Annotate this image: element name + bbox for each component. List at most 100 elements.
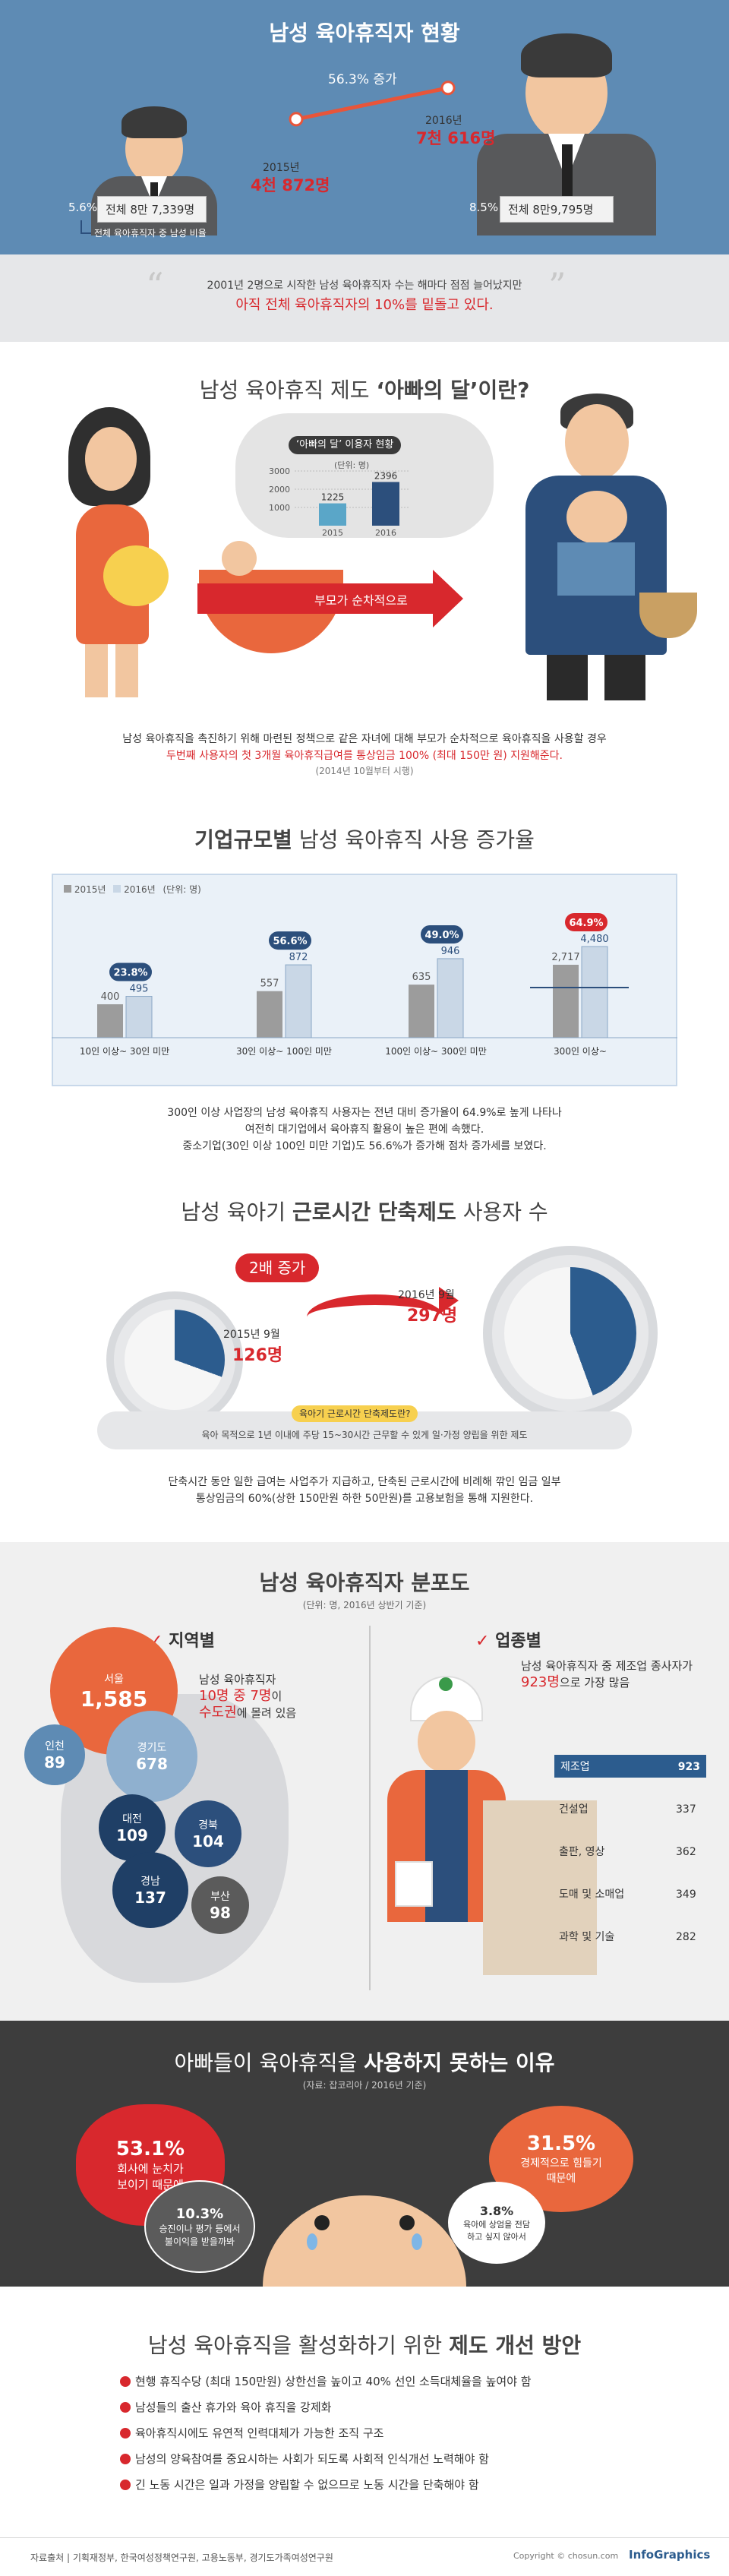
cs-category-label: 30인 이상~ 100인 미만 [236,1046,332,1057]
region-note: 남성 육아휴직자 10명 중 7명이 수도권에 몰려 있음 [199,1671,296,1721]
check-icon-5 [120,2480,131,2490]
y2015-sep-label: 2015년 9월 [223,1329,280,1341]
cs-growth-label: 23.8% [113,968,147,979]
point-2016 [440,81,456,96]
tear-icon [307,2233,317,2250]
sequential-arrow [197,583,433,614]
cs-bar-2015 [553,965,579,1038]
check-icon-industry: ✓ [475,1632,490,1651]
cs-bar-2016 [437,958,464,1038]
brand-logo: InfoGraphics [629,2548,711,2562]
check-icon-3 [120,2428,131,2439]
dm-category-label: 2015 [322,528,343,538]
region-bubble: 경남 137 [112,1852,188,1928]
region-value: 109 [116,1826,148,1844]
region-note-line2-tail: 이 [271,1689,282,1703]
reason-4-text2: 하고 싶지 않아서 [467,2231,526,2242]
ind-value-label: 362 [676,1846,696,1858]
region-bubble: 인천 89 [24,1724,85,1785]
divider [369,1626,371,1990]
cs-value-2016: 4,480 [580,934,608,945]
quote-line1: 2001년 2명으로 시작한 남성 육아휴직자 수는 해마다 점점 늘어났지만 [207,280,522,292]
industry-bar-chart: 제조업 923 건설업 337 출판, 영상 362 도매 및 소매업 349 과학 및 기술 2… [554,1755,706,1943]
s2-title-prefix: 남성 육아휴직 제도 [199,378,377,403]
daddy-month-chart-card [235,413,494,538]
cs-category-label: 100인 이상~ 300인 미만 [385,1046,487,1057]
left-total-text: 전체 8만 7,339명 [106,203,195,217]
reason-2-text2: 불이익을 받을까봐 [164,2236,235,2247]
improvement-item-1: 현행 휴직수당 (최대 150만원) 상한선을 높이고 40% 선인 소득대체율… [135,2375,532,2388]
s4-title-suffix: 사용자 수 [456,1199,548,1225]
region-value: 104 [192,1832,224,1851]
cs-value-2016: 946 [441,946,460,957]
cs-value-2015: 400 [101,991,120,1003]
dm-value-label: 2396 [374,470,398,481]
region-name: 경북 [198,1819,218,1832]
reason-1-text1: 회사에 눈치가 [117,2162,184,2176]
daddy-month-bar-chart: (단위: 명) 1000 2000 3000 1225 2015 2396 2016 [269,460,410,538]
ind-value-label: 923 [678,1761,700,1773]
industry-note-highlight: 923명 [521,1674,560,1690]
y2015-label: 2015년 [263,162,300,174]
section-male-leave-status: 남성 육아휴직자 현황 56.3% 증가 2015년 4천 872명 2016년… [0,0,729,342]
s3-title-bold: 기업규모별 [194,827,292,852]
s3-desc-line2: 여전히 대기업에서 육아휴직 활용이 높은 편에 속했다. [245,1124,484,1136]
reason-4-bubble: 3.8% 육아에 상엄을 전담 하고 싶지 않아서 [448,2182,545,2264]
cs-value-2015: 557 [260,978,279,990]
cs-value-2016: 495 [130,984,149,995]
industry-note-line2-tail: 으로 가장 많음 [559,1676,630,1689]
building-shape [483,1800,597,1975]
s4-desc-line1: 단축시간 동안 일한 급여는 사업주가 지급하고, 단축된 근로시간에 비례해 … [168,1476,561,1488]
section-daddy-month: 남성 육아휴직 제도 ‘아빠의 달’이란? 부모가 순차적으로 ‘아빠의 달’ … [0,342,729,813]
cs-category-label: 300인 이상~ [554,1046,607,1057]
y2015-value: 4천 872명 [251,176,330,194]
improvement-item-5: 긴 노동 시간은 일과 가정을 양립할 수 없으므로 노동 시간을 단축해야 함 [135,2478,479,2492]
copyright: Copyright © chosun.com [513,2551,619,2561]
y2016-sep-label: 2016년 9월 [398,1289,455,1301]
cs-growth-badge [421,925,463,943]
dm-category-label: 2016 [375,528,396,538]
cs-growth-label: 49.0% [424,930,459,941]
right-total-box: 전체 8만9,795명 [500,196,614,223]
region-value: 678 [136,1755,168,1773]
company-size-bar-chart: 400 495 23.8% 10인 이상~ 30인 미만 557 872 56.6% 30인 … [52,913,677,1057]
region-name: 부산 [210,1891,230,1903]
industry-note: 남성 육아휴직자 중 제조업 종사자가 923명으로 가장 많음 [521,1658,693,1691]
quote-band: “ ” 2001년 2명으로 시작한 남성 육아휴직자 수는 해마다 점점 늘어… [0,254,729,342]
s2-desc-note: (2014년 10월부터 시행) [315,766,414,776]
region-name: 경남 [140,1876,160,1888]
region-bubble: 대전 109 [99,1794,166,1861]
tear-icon-right [412,2233,422,2250]
increase-line [295,86,449,122]
region-value: 98 [210,1904,231,1922]
region-note-line3-tail: 에 몰려 있음 [236,1706,297,1720]
definition-text: 육아 목적으로 1년 이내에 주당 15~30시간 근무할 수 있게 일·가정 … [201,1430,528,1440]
reason-2-bubble: 10.3% 승진이나 평가 등에서 불이익을 받을까봐 [144,2180,255,2273]
legend-swatch-2016 [113,885,122,893]
cs-bar-2015 [257,991,282,1038]
region-bubble: 경기도 678 [106,1711,197,1802]
quote-line2: 아직 전체 육아휴직자의 10%를 밑돌고 있다. [235,297,494,313]
ind-category-label: 도매 및 소매업 [559,1889,624,1901]
s5-title: 남성 육아휴직자 분포도 [259,1570,470,1595]
reason-4-text1: 육아에 상엄을 전담 [463,2219,530,2230]
definition-title: 육아기 근로시간 단축제도란? [292,1405,418,1422]
ind-category-label: 출판, 영상 [559,1846,605,1858]
cs-value-2016: 872 [289,952,308,963]
y2015-sep-value: 126명 [232,1346,283,1365]
cs-growth-badge [269,931,311,950]
clipboard-icon [395,1861,433,1907]
industry-note-line1: 남성 육아휴직자 중 제조업 종사자가 [521,1659,693,1673]
s7-title-bold: 제도 개선 방안 [449,2333,582,2358]
region-note-line1: 남성 육아휴직자 [199,1673,276,1686]
cs-growth-badge [109,962,152,981]
improvement-item-2: 남성들의 출산 휴가와 육아 휴직을 강제화 [135,2401,332,2414]
reason-3-pct: 31.5% [526,2132,596,2155]
dm-bar [372,482,399,526]
check-icon-2 [120,2402,131,2413]
cs-bar-2015 [409,985,434,1038]
reason-3-text1: 경제적으로 힘들기 [520,2157,602,2170]
dm-unit: (단위: 명) [334,460,369,470]
curved-arrow [307,1294,443,1340]
company-legend: 2015년 2016년 (단위: 명) [64,883,201,896]
